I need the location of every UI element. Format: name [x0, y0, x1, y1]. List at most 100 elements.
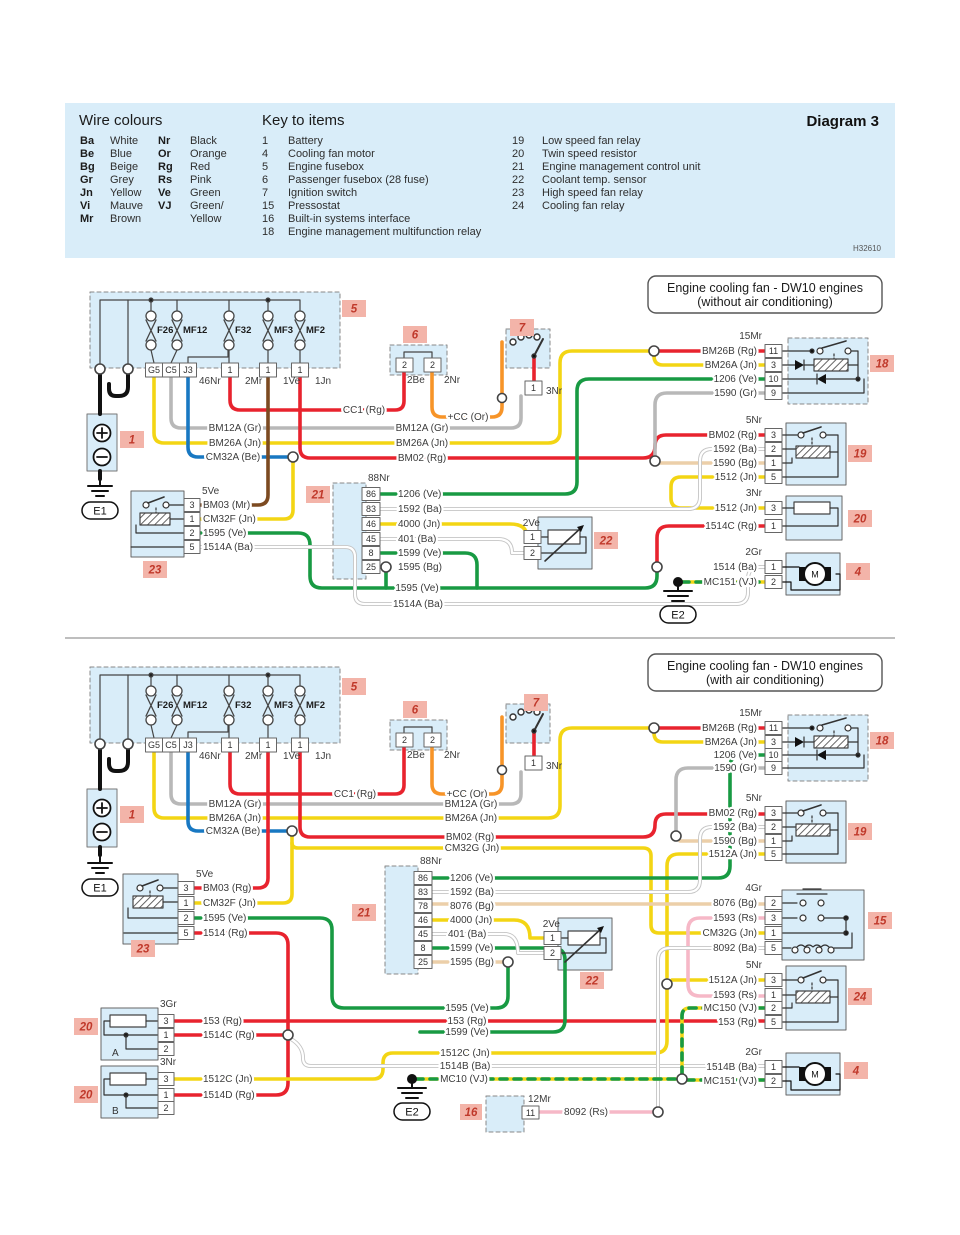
fusebox-internal-wiring — [99, 297, 301, 365]
pin-number: 2 — [402, 360, 407, 370]
key-num: 4 — [262, 148, 269, 160]
key-label: Twin speed resistor — [542, 148, 637, 160]
resistor20-internal — [782, 501, 839, 527]
pin-number: 1 — [189, 514, 194, 524]
wire-label: 1595 (Ve) — [203, 913, 246, 924]
pin-number: 1 — [297, 365, 302, 375]
wire-bm26a — [152, 726, 651, 820]
wire-label: 1512A (Jn) — [709, 849, 757, 860]
junction-splices — [94, 345, 663, 573]
battery-symbol — [92, 798, 112, 842]
connector-label: 2Ve — [543, 919, 561, 930]
wire-cm32a — [186, 375, 290, 459]
white-wires — [289, 825, 767, 1109]
legend-panel: Wire colours Ba White Nr Black Be Blue Or Oran… — [65, 103, 895, 258]
item-tag-5: 5 — [351, 682, 358, 694]
wire-bm02 — [298, 375, 767, 460]
item-tag-22: 22 — [585, 976, 599, 988]
wire-1595ve — [192, 916, 510, 1010]
wire-1514c — [655, 524, 767, 564]
item-tag-6: 6 — [412, 705, 419, 717]
colour-code: Gr — [80, 174, 93, 186]
item-tag-19: 19 — [854, 449, 867, 461]
connector-label: 46Nr — [199, 376, 221, 387]
colour-code: Mr — [80, 213, 94, 225]
pin-number: 45 — [366, 534, 376, 544]
colour-code: Bg — [80, 161, 95, 173]
ground-label-e2: E2 — [405, 1107, 418, 1119]
item-tag-20: 20 — [853, 514, 867, 526]
colour-code: Jn — [80, 187, 93, 199]
connector-label: 2Be — [407, 750, 425, 761]
colour-name: Brown — [110, 213, 142, 225]
wire-colours-title: Wire colours — [79, 112, 163, 129]
wire-bm26a-branch — [652, 731, 767, 744]
diagram-number: Diagram 3 — [806, 113, 879, 130]
colour-name: Red — [190, 161, 211, 173]
pin-number: 1 — [771, 990, 776, 1000]
item-tag-18: 18 — [876, 736, 889, 748]
key-label: High speed fan relay — [542, 187, 643, 199]
ground-label-e1: E1 — [93, 883, 106, 895]
pin-number: 1 — [265, 365, 270, 375]
engine-fusebox-5 — [89, 666, 341, 744]
item-tag-22: 22 — [599, 536, 613, 548]
wire-cm32a — [186, 750, 289, 833]
fuse-label: MF2 — [306, 325, 325, 336]
key-num: 1 — [262, 135, 269, 147]
item-tags: 5 1 6 7 23 21 22 18 19 15 24 4 20 20 16 — [74, 678, 894, 1120]
key-label: Built-in systems interface — [288, 213, 411, 225]
pin-number: 8 — [368, 548, 373, 558]
wire-cm32f — [192, 834, 294, 905]
pin-number: 3 — [771, 430, 776, 440]
item-tag-6: 6 — [412, 330, 419, 342]
wire-pcc — [430, 340, 504, 419]
wire-label: 153 (Rg) — [448, 1016, 487, 1027]
wire-bm12a — [169, 750, 523, 806]
wire-label: 1514A (Ba) — [203, 542, 253, 553]
key-label: Coolant temp. sensor — [542, 174, 647, 186]
item-tag-20a: 20 — [79, 1022, 93, 1034]
colour-name: Beige — [110, 161, 139, 173]
connector-label: 12Mr — [528, 1094, 551, 1105]
upper-title-line1: Engine cooling fan - DW10 engines — [667, 281, 863, 295]
connector-label: 2Gr — [745, 547, 762, 558]
colour-name: White — [110, 135, 139, 147]
colour-code: Ba — [80, 135, 95, 147]
relay18-internal — [782, 717, 865, 769]
junction-splices — [94, 722, 688, 1118]
pin-number: 2 — [402, 735, 407, 745]
relay23-internal — [123, 879, 179, 934]
ground-e1 — [81, 478, 119, 520]
wire-label: BM12A (Gr) — [445, 799, 498, 810]
connector-label: 1Ve — [283, 751, 301, 762]
systems-interface-16 — [485, 1095, 525, 1133]
wire-label: 1514A (Ba) — [393, 599, 443, 610]
pin-number: 1 — [297, 740, 302, 750]
key-num: 19 — [512, 135, 525, 147]
key-label: Cooling fan motor — [288, 148, 375, 160]
resistor-b-label: B — [112, 1106, 119, 1117]
pin-number: 2 — [771, 1076, 776, 1086]
pin-number: 5 — [183, 928, 188, 938]
wire-label: 1590 (Bg) — [713, 836, 757, 847]
wire-label: 8092 (Ba) — [713, 943, 757, 954]
wire-label: BM26B (Rg) — [702, 723, 757, 734]
pin-number: 3 — [771, 913, 776, 923]
key-num: 5 — [262, 161, 269, 173]
wire-1593 — [686, 916, 767, 998]
pin-number: 9 — [771, 388, 776, 398]
pin-number: 45 — [418, 929, 428, 939]
wire-1512c — [172, 987, 669, 1081]
wire-label: BM12A (Gr) — [396, 423, 449, 434]
pin-number: 1 — [771, 1062, 776, 1072]
wire-label: 1593 (Rs) — [713, 913, 757, 924]
pin-number: 10 — [768, 750, 778, 760]
pin-number: 2 — [771, 822, 776, 832]
wire-label: 1512A (Jn) — [709, 975, 757, 986]
wire-label: 1206 (Ve) — [398, 489, 441, 500]
wire-label: 1592 (Ba) — [713, 822, 757, 833]
wire-label: CC1 (Rg) — [334, 789, 376, 800]
connector-label: 1Ve — [283, 376, 301, 387]
